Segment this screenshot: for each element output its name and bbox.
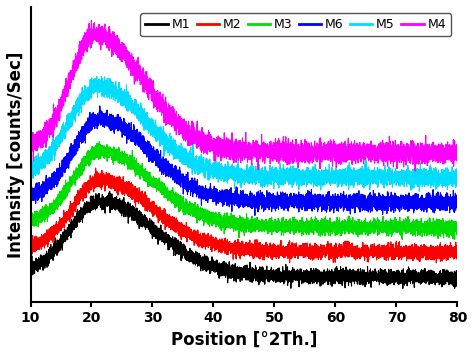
Y-axis label: Intensity [counts/Sec]: Intensity [counts/Sec] xyxy=(7,51,25,257)
Legend: M1, M2, M3, M6, M5, M4: M1, M2, M3, M6, M5, M4 xyxy=(140,13,451,36)
X-axis label: Position [°2Th.]: Position [°2Th.] xyxy=(171,331,317,349)
